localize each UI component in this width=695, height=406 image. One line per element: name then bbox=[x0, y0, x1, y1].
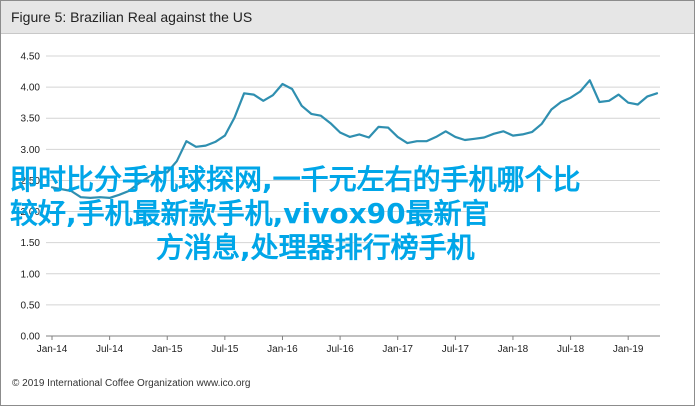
overlay-text-line-1: 即时比分手机球探网,一千元左右的手机哪个比 bbox=[10, 163, 581, 196]
x-tick-label: Jan-17 bbox=[382, 344, 413, 355]
x-tick-label: Jul-15 bbox=[211, 344, 239, 355]
y-tick-label: 2.50 bbox=[21, 176, 41, 187]
title-bar: Figure 5: Brazilian Real against the US bbox=[1, 1, 694, 34]
y-tick-label: 4.50 bbox=[21, 52, 41, 63]
x-tick-label: Jul-14 bbox=[96, 344, 124, 355]
overlay-text-line-2: 较好,手机最新款手机,vivox90最新官 bbox=[10, 197, 490, 230]
x-tick-label: Jan-16 bbox=[267, 344, 298, 355]
y-tick-label: 1.00 bbox=[21, 269, 41, 280]
x-tick-label: Jan-19 bbox=[613, 344, 644, 355]
y-tick-label: 0.00 bbox=[21, 332, 41, 343]
chart-title: Figure 5: Brazilian Real against the US bbox=[11, 9, 253, 25]
y-tick-label: 3.00 bbox=[21, 145, 41, 156]
y-tick-label: 2.00 bbox=[21, 207, 41, 218]
y-tick-label: 1.50 bbox=[21, 238, 41, 249]
y-tick-label: 0.50 bbox=[21, 300, 41, 311]
x-tick-label: Jul-18 bbox=[557, 344, 585, 355]
overlay-text-line-3: 方消息,处理器排行榜手机 bbox=[156, 231, 475, 264]
x-tick-label: Jul-16 bbox=[326, 344, 354, 355]
footer-copyright: © 2019 International Coffee Organization… bbox=[12, 378, 251, 389]
y-tick-label: 3.50 bbox=[21, 114, 41, 125]
series-line bbox=[50, 79, 659, 199]
x-tick-label: Jan-14 bbox=[37, 344, 68, 355]
x-tick-label: Jan-18 bbox=[498, 344, 529, 355]
x-tick-label: Jan-15 bbox=[152, 344, 183, 355]
y-tick-label: 4.00 bbox=[21, 83, 41, 94]
x-tick-label: Jul-17 bbox=[442, 344, 470, 355]
